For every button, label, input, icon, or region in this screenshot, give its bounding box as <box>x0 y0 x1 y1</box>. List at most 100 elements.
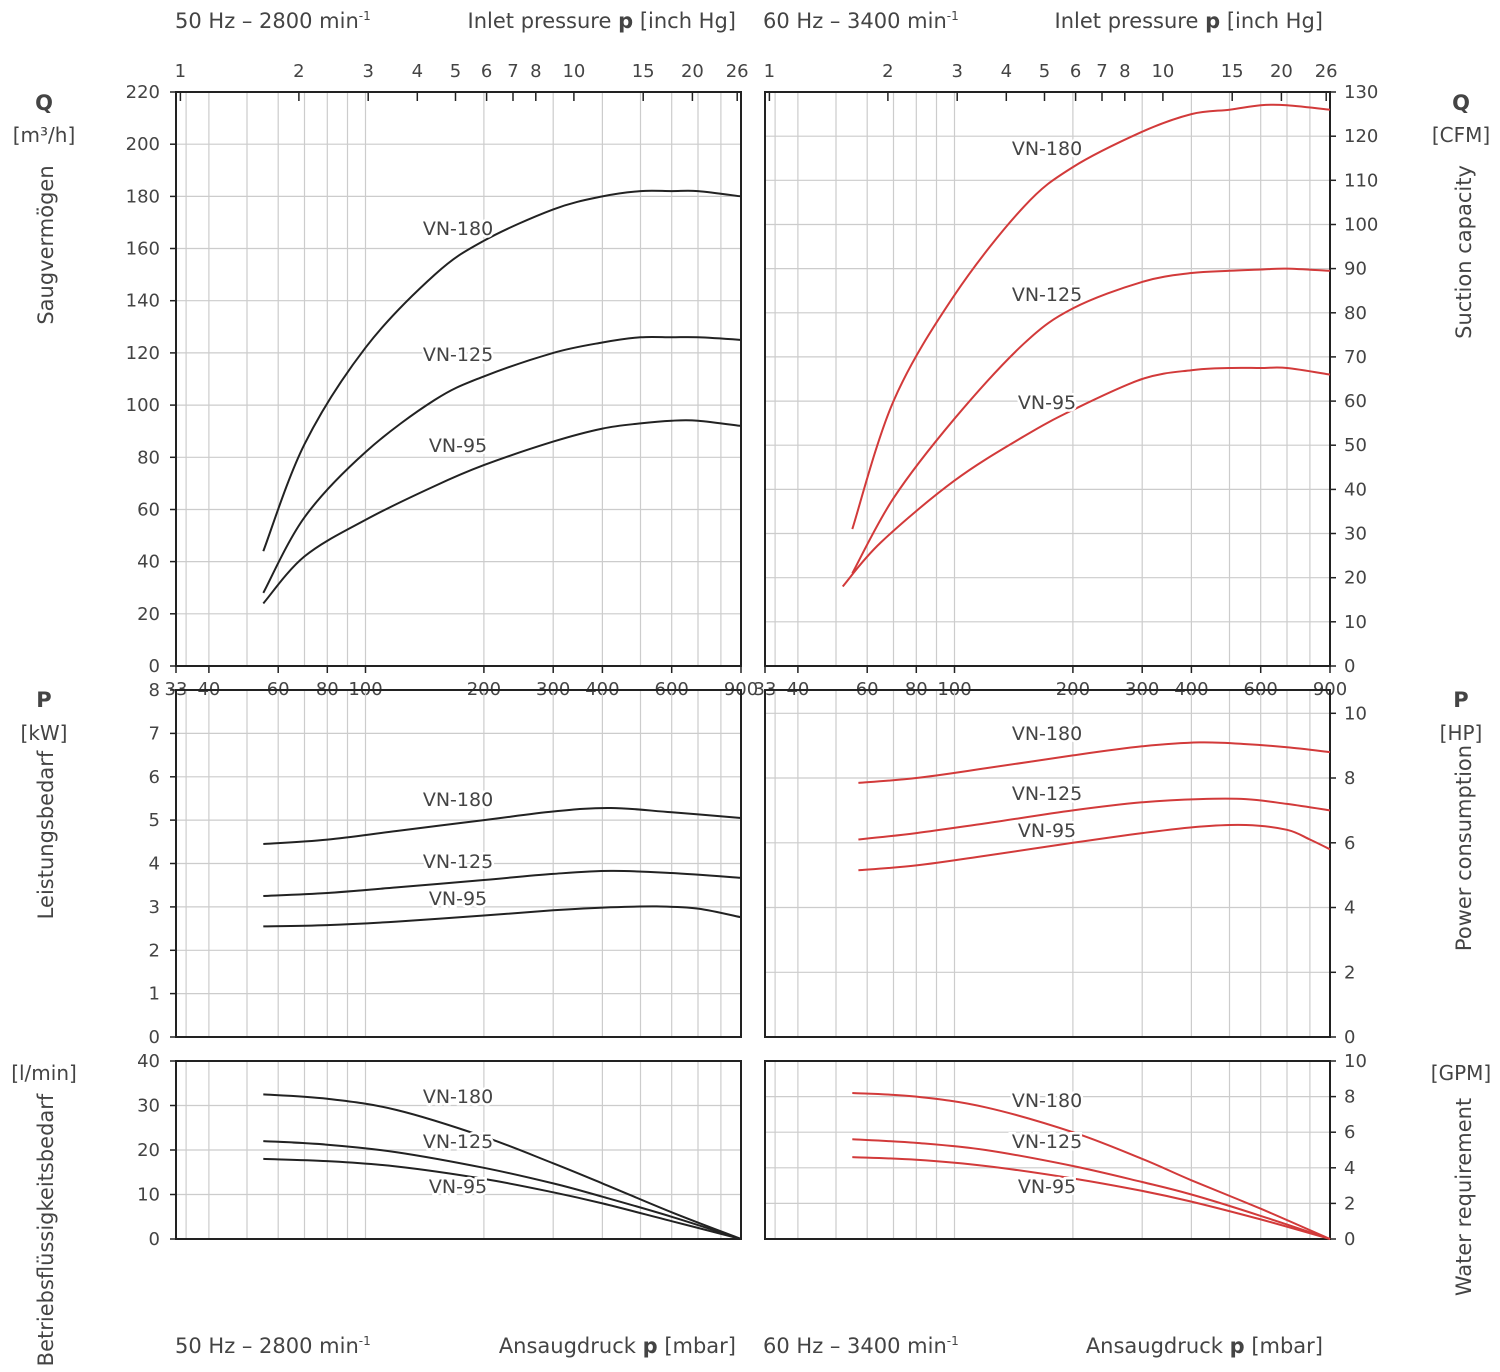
y-tick-label: 200 <box>126 134 160 155</box>
top-tick-label: 2 <box>293 61 304 82</box>
series-label-vn-125: VN-125 <box>1012 783 1082 805</box>
top-tick-label: 5 <box>1039 61 1050 82</box>
left-p-symbol: P <box>36 688 51 712</box>
y-tick-label: 90 <box>1344 259 1367 280</box>
series-label-vn-180: VN-180 <box>1012 138 1082 160</box>
top-tick-label: 2 <box>882 61 893 82</box>
header-left-inlet-pressure: Inlet pressure p [inch Hg] <box>468 9 736 33</box>
y-tick-label: 50 <box>1344 435 1367 456</box>
left-q-unit: [m³/h] <box>13 123 76 147</box>
series-line-vn-180 <box>851 103 1331 530</box>
series-label-vn-125: VN-125 <box>423 344 493 366</box>
y-tick-label: 40 <box>137 1051 160 1072</box>
panel-frame <box>764 1060 1331 1240</box>
series-label-vn-95: VN-95 <box>1018 1176 1076 1198</box>
y-tick-label: 10 <box>1344 703 1367 724</box>
y-tick-label: 0 <box>149 1027 160 1048</box>
series-line-vn-125 <box>851 267 1331 574</box>
top-tick-label: 10 <box>1151 61 1174 82</box>
panel-frame <box>764 689 1331 1038</box>
series-label-vn-95: VN-95 <box>1018 392 1076 414</box>
series-line-vn-95 <box>858 823 1331 872</box>
y-tick-label: 40 <box>137 552 160 573</box>
left-p-unit: [kW] <box>21 721 68 745</box>
top-tick-label: 8 <box>530 61 541 82</box>
top-tick-label: 7 <box>507 61 518 82</box>
top-tick-label: 1 <box>175 61 186 82</box>
top-tick-label: 15 <box>1221 61 1244 82</box>
series-line-vn-180 <box>852 1092 1331 1240</box>
series-label-vn-180: VN-180 <box>423 789 493 811</box>
y-tick-label: 8 <box>149 680 160 701</box>
y-tick-label: 1 <box>149 984 160 1005</box>
y-tick-label: 160 <box>126 239 160 260</box>
y-tick-label: 140 <box>126 291 160 312</box>
footer-right-ansaugdruck: Ansaugdruck p [mbar] <box>1086 1334 1323 1358</box>
right-p-axis-title: Power consumption <box>1452 745 1476 951</box>
top-tick-label: 20 <box>1270 61 1293 82</box>
series-line-vn-95 <box>852 1156 1331 1240</box>
y-tick-label: 220 <box>126 82 160 103</box>
series-line-vn-180 <box>262 189 742 552</box>
right-p-symbol: P <box>1453 688 1468 712</box>
top-tick-label: 20 <box>681 61 704 82</box>
right-w-axis-title: Water requirement <box>1452 1098 1476 1296</box>
y-tick-label: 20 <box>137 604 160 625</box>
y-tick-label: 6 <box>1344 1122 1355 1143</box>
top-tick-label: 6 <box>481 61 492 82</box>
series-line-vn-125 <box>858 797 1331 841</box>
y-tick-label: 10 <box>1344 612 1367 633</box>
y-tick-label: 6 <box>1344 833 1355 854</box>
y-tick-label: 2 <box>149 940 160 961</box>
series-label-vn-95: VN-95 <box>1018 820 1076 842</box>
y-tick-label: 10 <box>1344 1051 1367 1072</box>
y-tick-label: 0 <box>149 1229 160 1250</box>
series-label-vn-125: VN-125 <box>1012 284 1082 306</box>
top-tick-label: 3 <box>362 61 373 82</box>
y-tick-label: 100 <box>126 395 160 416</box>
y-tick-label: 20 <box>137 1140 160 1161</box>
series-line-vn-180 <box>263 1093 742 1240</box>
series-label-vn-95: VN-95 <box>429 888 487 910</box>
series-line-vn-125 <box>263 869 742 897</box>
y-tick-label: 2 <box>1344 1193 1355 1214</box>
right-w-unit: [GPM] <box>1431 1061 1491 1085</box>
series-label-vn-125: VN-125 <box>423 851 493 873</box>
y-tick-label: 30 <box>137 1096 160 1117</box>
top-tick-label: 4 <box>412 61 423 82</box>
top-tick-label: 10 <box>562 61 585 82</box>
header-left-frequency: 50 Hz – 2800 min-1 <box>175 9 371 33</box>
series-line-vn-180 <box>858 741 1331 784</box>
y-tick-label: 6 <box>149 767 160 788</box>
y-tick-label: 70 <box>1344 347 1367 368</box>
y-tick-label: 120 <box>126 343 160 364</box>
header-right-inlet-pressure: Inlet pressure p [inch Hg] <box>1055 9 1323 33</box>
right-q-axis-title: Suction capacity <box>1452 165 1476 339</box>
y-tick-label: 120 <box>1344 126 1378 147</box>
series-line-vn-95 <box>262 419 742 605</box>
header-right-frequency: 60 Hz – 3400 min-1 <box>763 9 959 33</box>
series-label-vn-180: VN-180 <box>423 218 493 240</box>
y-tick-label: 0 <box>1344 656 1355 677</box>
y-tick-label: 20 <box>1344 568 1367 589</box>
right-q-unit: [CFM] <box>1432 123 1490 147</box>
series-label-vn-180: VN-180 <box>1012 723 1082 745</box>
right-q-symbol: Q <box>1452 91 1470 115</box>
series-label-vn-180: VN-180 <box>423 1086 493 1108</box>
series-line-vn-95 <box>263 905 742 928</box>
y-tick-label: 0 <box>1344 1027 1355 1048</box>
left-w-unit: [l/min] <box>11 1061 77 1085</box>
top-tick-label: 15 <box>632 61 655 82</box>
series-label-vn-125: VN-125 <box>1012 1131 1082 1153</box>
top-tick-label: 4 <box>1001 61 1012 82</box>
y-tick-label: 0 <box>1344 1229 1355 1250</box>
top-tick-label: 7 <box>1096 61 1107 82</box>
y-tick-label: 40 <box>1344 479 1367 500</box>
series-line-vn-125 <box>262 335 742 594</box>
top-tick-label: 26 <box>726 61 749 82</box>
y-tick-label: 8 <box>1344 1087 1355 1108</box>
top-tick-label: 6 <box>1070 61 1081 82</box>
y-tick-label: 110 <box>1344 170 1378 191</box>
